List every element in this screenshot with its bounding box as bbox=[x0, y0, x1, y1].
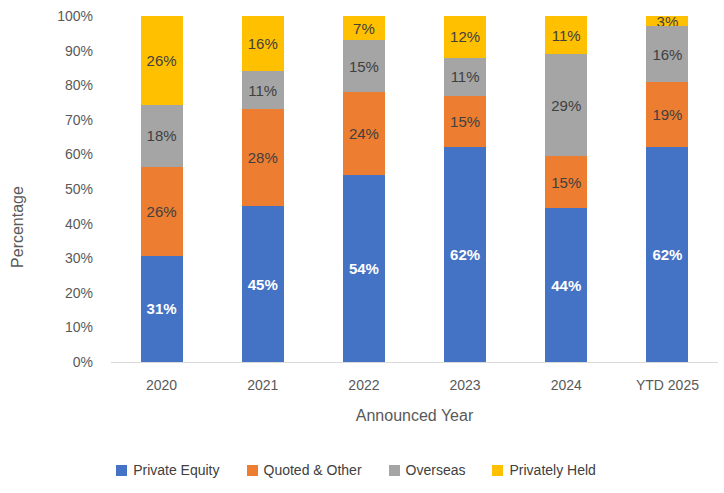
stacked-bar-chart: Percentage 0%10%20%30%40%50%60%70%80%90%… bbox=[0, 0, 724, 493]
bar-segment-privately-held: 16% bbox=[242, 16, 284, 71]
x-tick-label: YTD 2025 bbox=[617, 377, 718, 393]
y-tick-label: 60% bbox=[65, 146, 93, 162]
bar-segment-privately-held: 11% bbox=[545, 16, 587, 54]
bar-2020: 26% 18% 26% 31% bbox=[141, 16, 183, 362]
bar-segment-overseas: 11% bbox=[444, 58, 486, 96]
x-tick-label: 2024 bbox=[516, 377, 617, 393]
bar-2024: 11% 29% 15% 44% bbox=[545, 16, 587, 362]
bar-segment-private-equity: 62% bbox=[646, 147, 688, 362]
bar-segment-privately-held: 3% bbox=[646, 16, 688, 26]
data-label: 62% bbox=[450, 247, 480, 262]
data-label: 26% bbox=[147, 53, 177, 68]
legend-label: Privately Held bbox=[509, 462, 595, 478]
bar-segment-quoted-other: 15% bbox=[545, 156, 587, 208]
x-axis-tick-labels: 20202021202220232024YTD 2025 bbox=[111, 377, 718, 393]
data-label: 31% bbox=[147, 301, 177, 316]
data-label: 15% bbox=[349, 59, 379, 74]
y-tick-label: 100% bbox=[57, 8, 93, 24]
data-label: 11% bbox=[248, 83, 277, 98]
x-tick-label: 2023 bbox=[415, 377, 516, 393]
bar-slot: 11% 29% 15% 44% bbox=[516, 16, 617, 362]
x-tick-label: 2020 bbox=[111, 377, 212, 393]
data-label: 24% bbox=[349, 126, 379, 141]
bar-segment-private-equity: 62% bbox=[444, 147, 486, 362]
data-label: 54% bbox=[349, 261, 379, 276]
data-label: 45% bbox=[248, 277, 278, 292]
bar-slot: 7% 15% 24% 54% bbox=[313, 16, 414, 362]
y-tick-label: 30% bbox=[65, 250, 93, 266]
data-label: 19% bbox=[652, 107, 682, 122]
data-label: 28% bbox=[248, 150, 278, 165]
y-tick-label: 70% bbox=[65, 112, 93, 128]
y-tick-label: 40% bbox=[65, 216, 93, 232]
legend-label: Private Equity bbox=[133, 462, 219, 478]
bar-segment-privately-held: 12% bbox=[444, 16, 486, 58]
legend: Private Equity Quoted & Other Overseas Priv… bbox=[0, 462, 712, 478]
legend-item-private-equity: Private Equity bbox=[116, 462, 219, 478]
bar-segment-private-equity: 54% bbox=[343, 175, 385, 362]
data-label: 18% bbox=[147, 128, 177, 143]
data-label: 16% bbox=[652, 47, 682, 62]
y-tick-label: 80% bbox=[65, 77, 93, 93]
legend-label: Quoted & Other bbox=[264, 462, 362, 478]
x-axis-title: Announced Year bbox=[111, 407, 718, 425]
bar-2021: 16% 11% 28% 45% bbox=[242, 16, 284, 362]
bar-segment-private-equity: 31% bbox=[141, 256, 183, 362]
data-label: 12% bbox=[450, 29, 480, 44]
y-tick-label: 10% bbox=[65, 319, 93, 335]
legend-swatch-icon bbox=[492, 465, 503, 476]
legend-label: Overseas bbox=[406, 462, 466, 478]
data-label: 44% bbox=[551, 278, 581, 293]
bar-segment-overseas: 16% bbox=[646, 26, 688, 81]
bar-segment-privately-held: 26% bbox=[141, 16, 183, 105]
plot-area: 26% 18% 26% 31% 16% 11% 28% 45% 7% 15% 24% 54% 12% 11… bbox=[111, 16, 718, 363]
bar-segment-quoted-other: 26% bbox=[141, 167, 183, 256]
bar-segment-privately-held: 7% bbox=[343, 16, 385, 40]
y-tick-label: 20% bbox=[65, 285, 93, 301]
x-tick-label: 2021 bbox=[212, 377, 313, 393]
bar-2023: 12% 11% 15% 62% bbox=[444, 16, 486, 362]
data-label: 15% bbox=[450, 114, 480, 129]
y-tick-label: 90% bbox=[65, 43, 93, 59]
data-label: 7% bbox=[353, 21, 375, 36]
data-label: 11% bbox=[451, 69, 480, 84]
legend-swatch-icon bbox=[247, 465, 258, 476]
legend-item-privately-held: Privately Held bbox=[492, 462, 595, 478]
bar-slot: 26% 18% 26% 31% bbox=[111, 16, 212, 362]
bar-segment-quoted-other: 15% bbox=[444, 96, 486, 148]
bar-segment-quoted-other: 19% bbox=[646, 82, 688, 148]
bar-segment-quoted-other: 24% bbox=[343, 92, 385, 175]
legend-item-quoted-other: Quoted & Other bbox=[247, 462, 362, 478]
bar-segment-overseas: 11% bbox=[242, 71, 284, 109]
data-label: 26% bbox=[147, 204, 177, 219]
bar-segment-quoted-other: 28% bbox=[242, 109, 284, 206]
data-label: 29% bbox=[551, 98, 581, 113]
y-tick-label: 0% bbox=[73, 354, 93, 370]
bar-segment-private-equity: 44% bbox=[545, 208, 587, 362]
bar-segment-overseas: 29% bbox=[545, 54, 587, 155]
bar-segment-overseas: 15% bbox=[343, 40, 385, 92]
bar-ytd-2025: 3% 16% 19% 62% bbox=[646, 16, 688, 362]
y-axis-tick-labels: 0% 10% 20% 30% 40% 50% 60% 70% 80% 90% 100% bbox=[0, 0, 96, 380]
bar-slot: 12% 11% 15% 62% bbox=[415, 16, 516, 362]
bar-segment-overseas: 18% bbox=[141, 105, 183, 167]
data-label: 16% bbox=[248, 36, 278, 51]
data-label: 11% bbox=[552, 28, 581, 43]
legend-swatch-icon bbox=[389, 465, 400, 476]
bar-slot: 16% 11% 28% 45% bbox=[212, 16, 313, 362]
bar-segment-private-equity: 45% bbox=[242, 206, 284, 362]
bar-slot: 3% 16% 19% 62% bbox=[617, 16, 718, 362]
data-label: 15% bbox=[551, 175, 581, 190]
legend-item-overseas: Overseas bbox=[389, 462, 466, 478]
y-tick-label: 50% bbox=[65, 181, 93, 197]
bar-2022: 7% 15% 24% 54% bbox=[343, 16, 385, 362]
data-label: 62% bbox=[652, 247, 682, 262]
x-tick-label: 2022 bbox=[313, 377, 414, 393]
legend-swatch-icon bbox=[116, 465, 127, 476]
